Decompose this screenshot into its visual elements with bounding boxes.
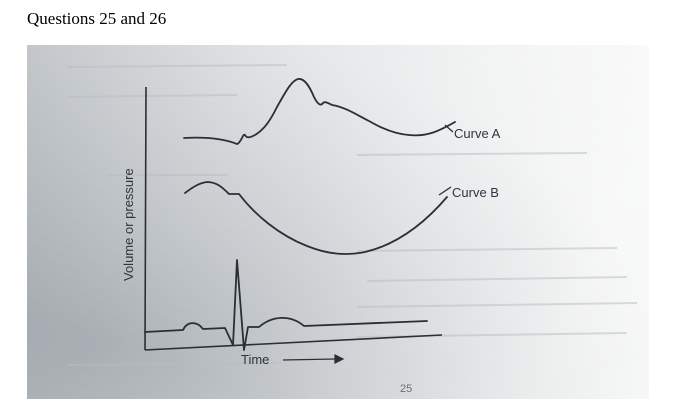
- curve-a: [183, 78, 456, 145]
- y-axis: [144, 86, 147, 351]
- diagram-photo: Curve A Curve B Volume or pressure Time …: [27, 45, 649, 399]
- bleed-through-text: [66, 64, 638, 366]
- y-axis-label: Volume or pressure: [121, 168, 136, 281]
- physiology-diagram: Curve A Curve B Volume or pressure Time …: [27, 45, 649, 399]
- curve-b-label: Curve B: [452, 185, 499, 200]
- ecg-trace: [144, 259, 428, 351]
- curve-a-label: Curve A: [454, 126, 501, 141]
- page-number: 25: [400, 383, 412, 395]
- x-axis: [144, 334, 443, 351]
- curve-a-leader: [444, 124, 454, 133]
- curve-b: [184, 181, 448, 255]
- x-axis-label: Time: [241, 352, 269, 367]
- curve-b-leader: [438, 186, 452, 196]
- curves: [144, 78, 456, 351]
- label-leaders: [438, 124, 454, 196]
- x-axis-arrow: [282, 354, 345, 364]
- axes: [144, 86, 443, 351]
- page-heading: Questions 25 and 26: [27, 9, 167, 28]
